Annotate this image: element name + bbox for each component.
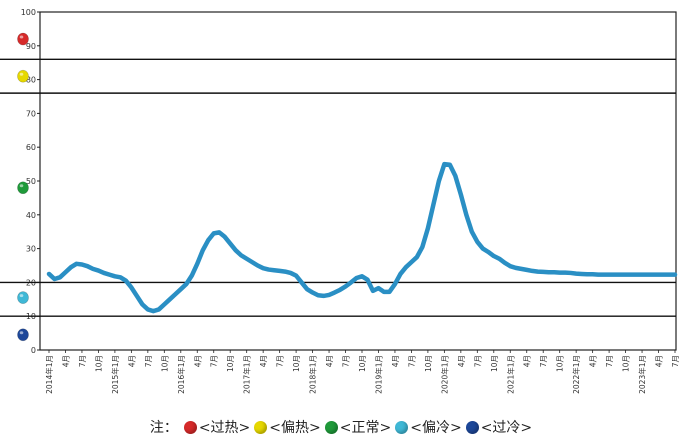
category-marker [17,328,29,342]
x-tick-label: 2016年1月 [176,355,186,394]
x-tick-label: 7月 [407,355,416,367]
x-tick-label: 4月 [127,355,136,367]
x-tick-label: 7月 [473,355,482,367]
legend-item-overheat: <过热> [183,417,251,437]
y-tick-label: 50 [26,177,36,186]
x-tick-label: 7月 [605,355,614,367]
legend-item-warm: <偏热> [254,417,321,437]
x-tick-label: 7月 [210,355,219,367]
x-tick-label: 2017年1月 [242,355,252,394]
x-tick-label: 7月 [276,355,285,367]
x-tick-label: 7月 [671,355,680,367]
legend-label-overcool: <过冷> [480,420,533,436]
x-tick-label: 2023年1月 [637,355,647,394]
marker-highlight [19,35,24,39]
legend-dot-cyan [395,420,409,434]
category-marker [17,32,29,46]
x-tick-label: 4月 [259,355,268,367]
x-tick-label: 10月 [94,355,103,372]
x-tick-label: 4月 [325,355,334,367]
marker-highlight [19,72,24,76]
x-tick-label: 2014年1月 [44,355,54,394]
legend-label-overheat: <过热> [198,420,251,436]
legend-label-normal: <正常> [339,420,392,436]
y-tick-label: 40 [26,211,36,220]
legend-item-overcool: <过冷> [465,417,533,437]
x-tick-label: 10月 [424,355,433,372]
y-tick-label: 80 [26,76,36,85]
legend-dot-red [183,420,197,434]
plot-frame [39,11,677,351]
x-tick-label: 10月 [358,355,367,372]
x-tick-label: 2020年1月 [439,355,449,394]
x-tick-label: 4月 [655,355,664,367]
x-tick-label: 7月 [342,355,351,367]
x-tick-label: 2021年1月 [505,355,515,394]
y-tick-label: 30 [26,245,36,254]
x-tick-label: 10月 [226,355,235,372]
x-tick-label: 10月 [160,355,169,372]
legend-label-warm: <偏热> [269,420,321,436]
y-tick-label: 90 [26,42,36,51]
x-tick-label: 7月 [144,355,153,367]
x-tick-label: 2018年1月 [308,355,318,394]
x-tick-label: 4月 [391,355,400,367]
legend-item-cool: <偏冷> [395,417,462,437]
legend-dot-yellow [254,420,268,434]
x-tick-label: 4月 [61,355,70,367]
x-tick-label: 10月 [556,355,565,372]
x-tick-label: 2022年1月 [571,355,581,394]
legend-dot-navy [465,420,479,434]
line-chart: 0102030405060708090100 2014年1月4月7月10月201… [0,8,680,394]
legend-label-cool: <偏冷> [410,420,462,436]
legend-item-normal: <正常> [324,417,392,437]
x-tick-label: 2015年1月 [110,355,120,394]
x-tick-label: 7月 [539,355,548,367]
chart-legend: 注： <过热> <偏热> <正常> <偏冷> <过冷> [0,414,684,440]
y-tick-label: 100 [21,8,36,17]
y-tick-label: 0 [31,346,36,355]
marker-highlight [19,331,24,335]
x-tick-label: 4月 [523,355,532,367]
x-tick-label: 4月 [193,355,202,367]
category-marker [17,291,29,304]
category-marker [17,69,29,83]
x-tick-label: 10月 [292,355,301,372]
legend-prefix: 注： [149,420,178,436]
category-marker [17,181,29,195]
x-tick-label: 4月 [457,355,466,367]
marker-highlight [19,294,24,298]
x-tick-label: 10月 [490,355,499,372]
y-tick-label: 60 [26,143,36,152]
x-tick-label: 4月 [589,355,598,367]
legend-dot-green [324,420,338,434]
x-tick-label: 7月 [78,355,87,367]
y-tick-label: 70 [26,109,36,118]
marker-highlight [19,184,24,188]
x-tick-label: 2019年1月 [373,355,383,394]
x-tick-label: 10月 [622,355,631,372]
series-line [46,161,678,314]
